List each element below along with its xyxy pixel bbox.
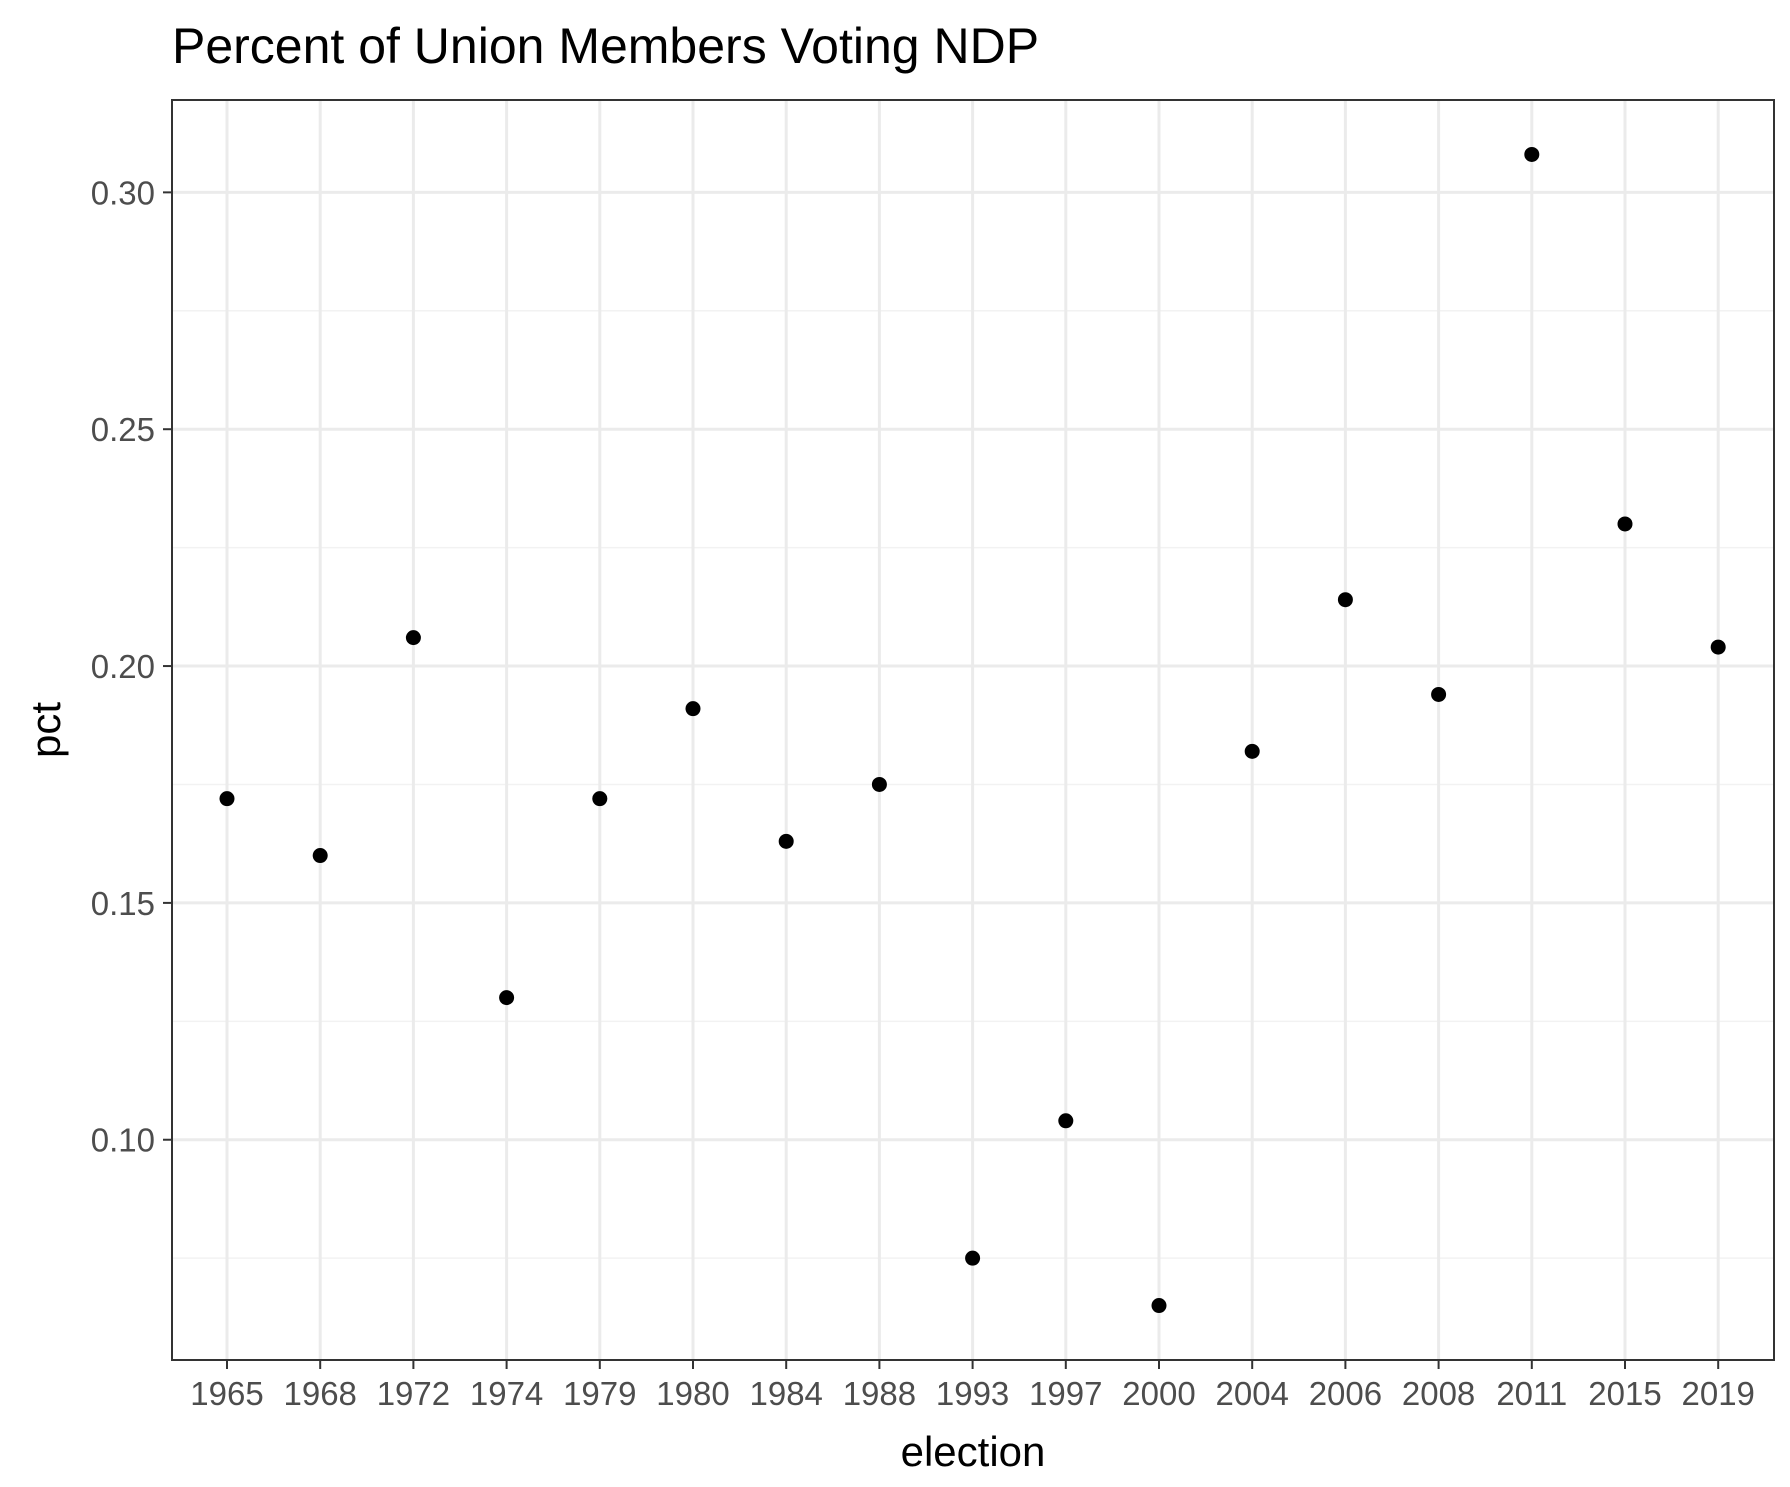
data-point	[1524, 146, 1540, 162]
data-point	[1337, 592, 1353, 608]
grid	[172, 100, 1774, 1360]
y-axis: 0.10 0.15 0.20 0.25 0.30	[91, 174, 172, 1159]
x-tick-label: 1972	[377, 1375, 450, 1412]
x-tick-label: 2000	[1122, 1375, 1195, 1412]
x-tick-label: 1997	[1029, 1375, 1102, 1412]
y-tick-label: 0.20	[91, 648, 155, 685]
y-tick-label: 0.15	[91, 885, 155, 922]
data-point	[1431, 686, 1447, 702]
x-tick-label: 1965	[190, 1375, 263, 1412]
x-tick-label: 1974	[470, 1375, 543, 1412]
y-axis-title: pct	[22, 702, 69, 758]
data-point	[1244, 743, 1260, 759]
data-point	[405, 630, 421, 646]
x-tick-label: 1988	[843, 1375, 916, 1412]
x-tick-label: 2006	[1309, 1375, 1382, 1412]
y-tick-label: 0.30	[91, 174, 155, 211]
data-point	[312, 848, 328, 864]
data-point	[219, 791, 235, 807]
data-point	[1058, 1113, 1074, 1129]
x-tick-label: 2011	[1496, 1375, 1567, 1412]
x-tick-label: 1968	[283, 1375, 356, 1412]
x-tick-label: 2008	[1402, 1375, 1475, 1412]
data-point	[592, 791, 608, 807]
x-tick-label: 2019	[1681, 1375, 1754, 1412]
data-point	[685, 701, 701, 717]
data-point	[1710, 639, 1726, 655]
y-tick-label: 0.10	[91, 1122, 155, 1159]
x-axis-title: election	[901, 1428, 1046, 1475]
x-axis: 1965 1968 1972 1974 1979 1980 1984 1988 1993 1997…	[190, 1360, 1755, 1412]
data-point	[778, 833, 794, 849]
chart-title: Percent of Union Members Voting NDP	[172, 18, 1039, 74]
data-points	[219, 146, 1726, 1314]
x-tick-label: 2015	[1588, 1375, 1661, 1412]
data-point	[965, 1250, 981, 1266]
data-point	[1151, 1298, 1167, 1314]
x-tick-label: 1984	[749, 1375, 822, 1412]
x-tick-label: 1980	[656, 1375, 729, 1412]
x-tick-label: 1979	[563, 1375, 636, 1412]
data-point	[1617, 516, 1633, 532]
x-tick-label: 2004	[1215, 1375, 1288, 1412]
y-tick-label: 0.25	[91, 411, 155, 448]
x-tick-label: 1993	[936, 1375, 1009, 1412]
data-point	[499, 990, 515, 1006]
data-point	[871, 776, 887, 792]
